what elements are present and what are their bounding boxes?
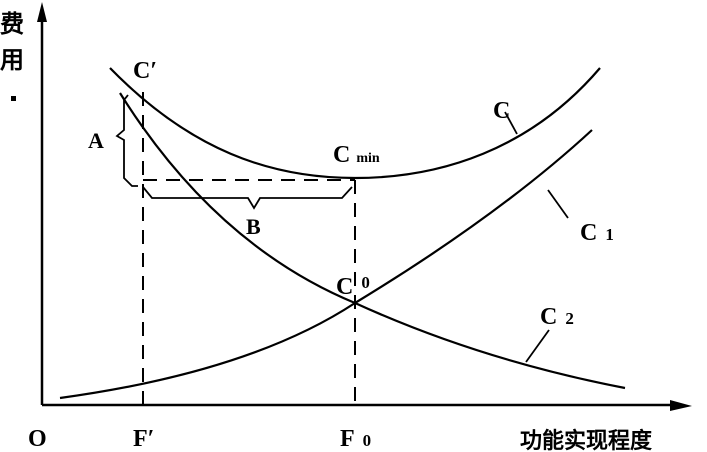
tick-f-prime: F′	[133, 426, 154, 452]
brace-b	[142, 186, 353, 210]
total-cost-curve-c	[109, 67, 601, 180]
c0-main: C	[336, 274, 353, 300]
f0-main: F	[340, 426, 355, 452]
f0-sub: 0	[363, 431, 372, 450]
cmin-main: C	[333, 142, 350, 168]
c0-sub: 0	[361, 273, 370, 292]
c1-main: C	[580, 220, 597, 246]
label-curve-c: C	[493, 98, 510, 124]
cmin-sub: min	[356, 151, 380, 166]
c1-leader	[547, 189, 569, 219]
c-leader	[504, 111, 518, 135]
y-label-char-2: 用	[0, 46, 24, 74]
curve-c1	[59, 129, 593, 400]
label-c-prime: C′	[133, 58, 157, 84]
x-axis-arrow-icon	[670, 400, 692, 411]
x-axis-label: 功能实现程度	[520, 428, 653, 452]
label-a: A	[88, 128, 104, 153]
y-label-dot	[11, 96, 16, 101]
c2-sub: 2	[565, 309, 574, 328]
label-b: B	[246, 214, 261, 239]
c2-leader	[525, 329, 550, 363]
origin-label: O	[28, 426, 47, 452]
c1-sub: 1	[605, 225, 614, 244]
c2-main: C	[540, 304, 557, 330]
y-label-char-1: 费	[0, 10, 24, 38]
y-axis-arrow-icon	[37, 2, 47, 22]
brace-a	[115, 94, 138, 187]
